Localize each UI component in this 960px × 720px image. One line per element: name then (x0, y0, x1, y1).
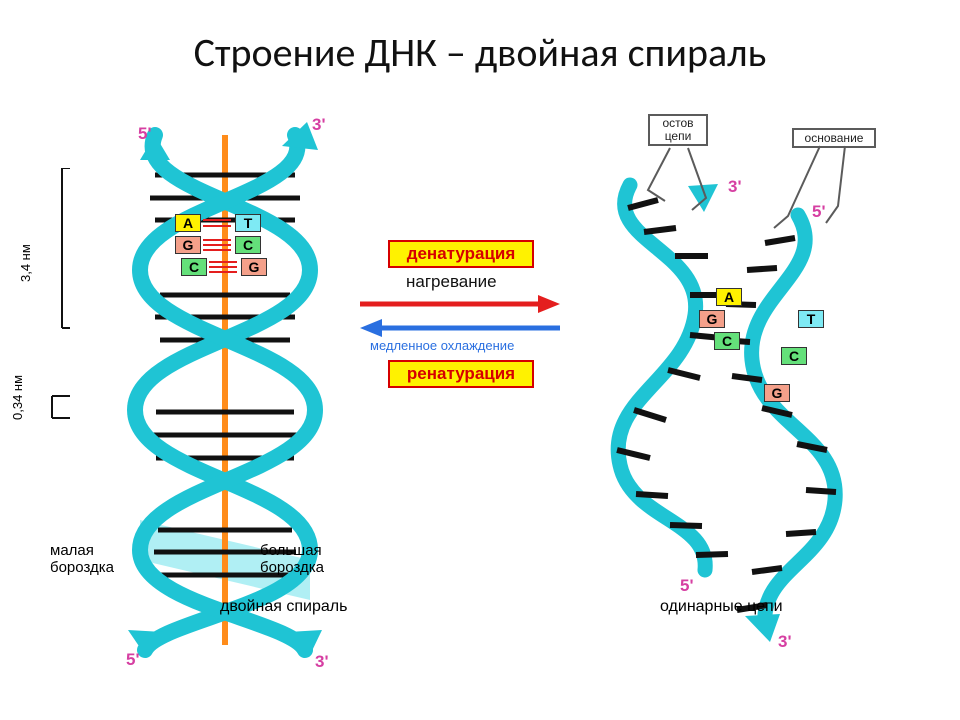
r2-base-C: С (781, 347, 807, 365)
dim-turn-label: 3,4 нм (18, 244, 33, 282)
dim-rise-label: 0,34 нм (10, 375, 25, 420)
r-strand1-5prime: 5' (680, 576, 694, 596)
r2-base-G: G (764, 384, 790, 402)
single-chains-caption: одинарные цепи (660, 598, 783, 616)
denaturation-box: денатурация (388, 240, 534, 268)
minor-groove-label: малая бороздка (50, 542, 114, 576)
r2-base-T: Т (798, 310, 824, 328)
end-3prime-top-right: 3' (312, 115, 326, 135)
page-title: Строение ДНК – двойная спираль (0, 28, 960, 77)
double-helix-svg (60, 120, 390, 660)
r1-base-G: G (699, 310, 725, 328)
hbond-dashes (201, 214, 241, 284)
end-5prime-top-left: 5' (138, 124, 152, 144)
double-helix-caption: двойная спираль (220, 598, 347, 616)
dimension-brackets (12, 168, 77, 548)
callout-leads (620, 128, 880, 248)
base-A: А (175, 214, 201, 232)
r1-base-C: С (714, 332, 740, 350)
dna-diagram: 5' 3' 5' 3' 3,4 нм 0,34 нм А Т G С C G м… (80, 110, 920, 680)
end-5prime-bot-left: 5' (126, 650, 140, 670)
r-strand2-3prime: 3' (778, 632, 792, 652)
major-groove-label: большая бороздка (260, 542, 324, 576)
cooling-label: медленное охлаждение (370, 338, 514, 353)
base-G2: G (241, 258, 267, 276)
renaturation-box: ренатурация (388, 360, 534, 388)
end-3prime-bot-right: 3' (315, 652, 329, 672)
heating-label: нагревание (406, 272, 497, 292)
r1-base-A: А (716, 288, 742, 306)
base-G: G (175, 236, 201, 254)
